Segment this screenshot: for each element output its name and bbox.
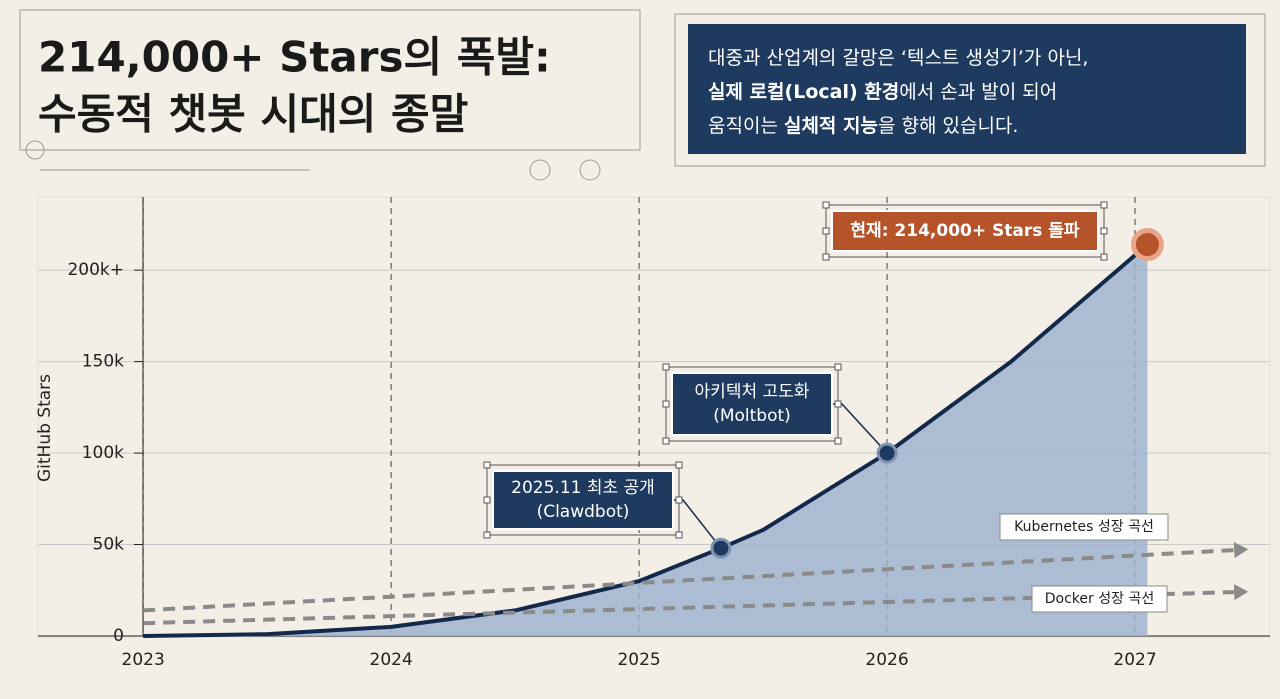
handle — [675, 496, 683, 504]
quote-line: 움직이는 실체적 지능을 향해 있습니다. — [708, 115, 1018, 137]
highlight-point — [876, 442, 898, 464]
legend-box — [999, 513, 1169, 541]
area — [143, 244, 1148, 636]
annotation-label: 2025.11 최초 공개 — [511, 478, 655, 498]
handle — [822, 201, 830, 209]
handle — [675, 531, 683, 539]
x-tick-label: 2023 — [122, 650, 165, 670]
handle — [1100, 227, 1108, 235]
x-tick-label: 2024 — [370, 650, 413, 670]
y-tick-label: 200k+ — [67, 260, 124, 280]
trend-line — [143, 548, 1235, 613]
y-tick-label: 150k — [82, 352, 124, 372]
plot-frame — [37, 196, 1271, 638]
arrow-head — [1233, 584, 1249, 601]
quote-segment: 에서 손과 발이 되어 — [899, 81, 1057, 103]
line — [143, 243, 1149, 638]
legend-label: Kubernetes 성장 곡선 — [1014, 519, 1154, 535]
annotation-box — [492, 470, 674, 530]
handle — [822, 253, 830, 261]
quote-line: 실제 로컬(Local) 환경에서 손과 발이 되어 — [708, 81, 1057, 103]
decor — [19, 9, 1266, 181]
x-tick-label: 2027 — [1113, 650, 1156, 670]
chart-title: 수동적 챗봇 시대의 종말 — [38, 90, 468, 139]
annotation-label: 아키텍처 고도화 — [695, 382, 810, 402]
handle — [662, 400, 670, 408]
annotation-box — [671, 372, 833, 436]
quote-segment: 실체적 지능 — [784, 115, 878, 137]
handle — [834, 400, 842, 408]
quote-segment: 실제 로컬(Local) 환경 — [708, 81, 899, 103]
handle — [483, 531, 491, 539]
annotation-box — [831, 210, 1099, 252]
annotation-label: 현재: 214,000+ Stars 돌파 — [850, 221, 1079, 241]
handle — [675, 461, 683, 469]
x-tick-label: 2026 — [865, 650, 908, 670]
annotation-label: (Clawdbot) — [537, 502, 630, 522]
legend-box — [1031, 585, 1168, 613]
quote-box — [688, 24, 1246, 154]
handle — [662, 363, 670, 371]
handle — [1100, 201, 1108, 209]
highlight-point — [710, 537, 732, 559]
chart-title: 214,000+ Stars의 폭발: — [38, 33, 551, 82]
handle — [834, 437, 842, 445]
handle — [1100, 253, 1108, 261]
y-tick-label: 100k — [82, 443, 124, 463]
x-tick-label: 2025 — [617, 650, 660, 670]
annotation-label: (Moltbot) — [713, 406, 791, 426]
handle — [662, 437, 670, 445]
y-axis-label: GitHub Stars — [35, 374, 55, 482]
legend-label: Docker 성장 곡선 — [1045, 591, 1154, 607]
y-tick-label: 50k — [93, 535, 125, 555]
quote-line: 대중과 산업계의 갈망은 ‘텍스트 생성기’가 아닌, — [708, 47, 1088, 69]
handle — [483, 496, 491, 504]
handle — [834, 363, 842, 371]
arrow-head — [1233, 542, 1249, 559]
handle — [483, 461, 491, 469]
quote-segment: 대중과 산업계의 갈망은 ‘텍스트 생성기’가 아닌, — [708, 47, 1088, 69]
handle — [822, 227, 830, 235]
highlight-point — [1130, 228, 1164, 262]
quote-segment: 을 향해 있습니다. — [878, 115, 1018, 137]
quote-segment: 움직이는 — [708, 115, 784, 137]
